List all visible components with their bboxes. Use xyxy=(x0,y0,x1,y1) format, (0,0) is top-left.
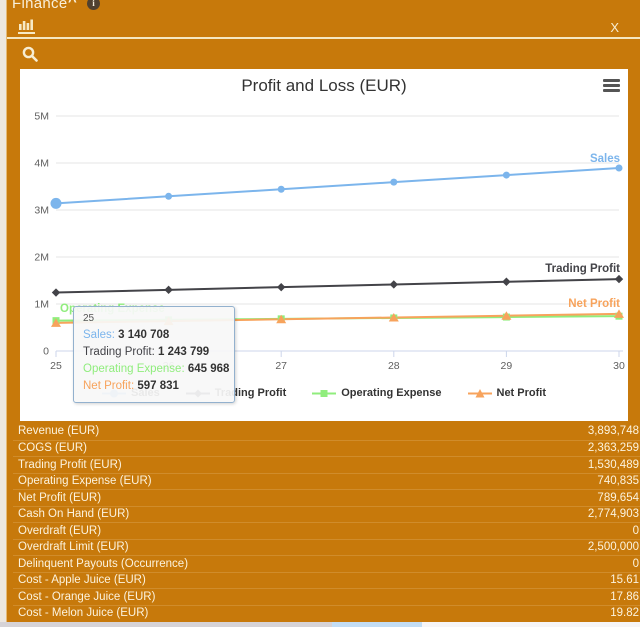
table-row-label: Cost - Apple Juice (EUR) xyxy=(18,574,146,587)
table-row: Revenue (EUR) 3,893,748 xyxy=(13,423,640,440)
tooltip-x-value: 25 xyxy=(83,313,95,324)
y-axis-tick-label: 0 xyxy=(43,346,49,358)
close-button[interactable]: X xyxy=(610,20,619,35)
table-row-value: 2,774,903 xyxy=(587,508,639,521)
table-row-label: Cash On Hand (EUR) xyxy=(18,508,130,521)
table-row-value: 789,654 xyxy=(597,491,639,504)
table-row-value: 2,500,000 xyxy=(587,541,639,554)
table-row-value: 2,363,259 xyxy=(587,442,639,455)
x-axis-tick-label: 25 xyxy=(50,360,62,372)
y-axis-tick-label: 4M xyxy=(34,158,49,170)
legend-marker-icon xyxy=(312,389,337,397)
chart-tab-icon[interactable] xyxy=(19,19,33,30)
tooltip-row: Net Profit597 831 xyxy=(83,378,225,395)
series-label-sales: Sales xyxy=(590,153,620,165)
table-row-value: 3,893,748 xyxy=(587,425,639,438)
table-row-label: Overdraft Limit (EUR) xyxy=(18,541,129,554)
y-axis-tick-label: 5M xyxy=(34,111,49,123)
table-row-label: Cost - Melon Juice (EUR) xyxy=(18,607,149,620)
tooltip-series-value: 645 968 xyxy=(187,363,230,375)
chart-title: Profit and Loss (EUR) xyxy=(241,76,407,95)
table-row: Operating Expense (EUR) 740,835 xyxy=(13,472,640,490)
y-axis-tick-label: 2M xyxy=(34,252,49,264)
table-row-label: Delinquent Payouts (Occurrence) xyxy=(18,557,189,570)
tooltip-series-name: Trading Profit xyxy=(83,346,158,358)
table-row-value: 0 xyxy=(632,524,639,537)
info-icon[interactable]: i xyxy=(87,0,100,10)
table-row-label: COGS (EUR) xyxy=(18,442,87,455)
panel-title: Finance xyxy=(12,0,68,12)
table-row: Overdraft (EUR) 0 xyxy=(13,522,640,539)
x-axis-tick-label: 30 xyxy=(613,360,625,372)
table-row-label: Cost - Orange Juice (EUR) xyxy=(18,590,156,603)
chart-card: Profit and Loss (EUR) 01M2M3M4M5M2526272… xyxy=(20,69,628,421)
table-row-value: 19.82 xyxy=(610,607,639,620)
tooltip-row: Sales3 140 708 xyxy=(83,327,225,344)
collapse-chevron-icon[interactable]: ^ xyxy=(68,0,77,10)
x-axis-tick-label: 28 xyxy=(388,360,400,372)
table-row-value: 740,835 xyxy=(597,475,639,488)
table-row: Cash On Hand (EUR) 2,774,903 xyxy=(13,505,640,523)
y-axis-tick-label: 1M xyxy=(34,299,49,311)
bottom-strip-white-segment xyxy=(422,622,640,627)
bottom-strip-blue-segment xyxy=(332,622,422,627)
series-label-net-profit: Net Profit xyxy=(568,298,620,310)
legend-label: Net Profit xyxy=(496,387,547,399)
table-row: Cost - Melon Juice (EUR) 19.82 xyxy=(13,604,640,622)
table-row-label: Net Profit (EUR) xyxy=(18,491,102,504)
page-bottom-strip xyxy=(0,622,640,627)
table-row: Trading Profit (EUR) 1,530,489 xyxy=(13,456,640,473)
legend-marker-icon xyxy=(467,388,492,397)
table-row-value: 1,530,489 xyxy=(587,458,639,471)
table-row-value: 0 xyxy=(632,557,639,570)
tooltip-series-name: Operating Expense xyxy=(83,363,188,375)
table-row: Cost - Apple Juice (EUR) 15.61 xyxy=(13,571,640,589)
search-icon[interactable] xyxy=(22,46,38,62)
table-row-label: Overdraft (EUR) xyxy=(18,524,102,537)
table-row-label: Operating Expense (EUR) xyxy=(18,475,152,488)
x-axis-tick-label: 27 xyxy=(275,360,287,372)
table-row: Net Profit (EUR) 789,654 xyxy=(13,489,640,506)
tooltip-series-value: 1 243 799 xyxy=(158,346,210,358)
legend-item[interactable]: Net Profit xyxy=(467,387,547,399)
tooltip-series-value: 597 831 xyxy=(137,380,179,392)
table-row-value: 15.61 xyxy=(610,574,639,587)
tooltip-row: Trading Profit1 243 799 xyxy=(83,344,225,361)
table-row-label: Trading Profit (EUR) xyxy=(18,458,122,471)
table-row: Overdraft Limit (EUR) 2,500,000 xyxy=(13,538,640,556)
table-row-label: Revenue (EUR) xyxy=(18,425,100,438)
table-row: Delinquent Payouts (Occurrence) 0 xyxy=(13,555,640,572)
legend-label: Operating Expense xyxy=(341,387,442,399)
table-row: COGS (EUR) 2,363,259 xyxy=(13,439,640,457)
tooltip-row: Operating Expense645 968 xyxy=(83,361,229,378)
table-row: Cost - Orange Juice (EUR) 17.86 xyxy=(13,588,640,605)
tooltip-series-name: Sales xyxy=(83,329,118,341)
tooltip-series-name: Net Profit xyxy=(83,380,137,392)
chart-menu-icon[interactable] xyxy=(603,79,620,94)
table-row-value: 17.86 xyxy=(610,590,639,603)
active-tab-underline xyxy=(18,32,35,34)
y-axis-tick-label: 3M xyxy=(34,205,49,217)
finance-table: Revenue (EUR) 3,893,748 COGS (EUR) 2,363,25… xyxy=(13,423,640,621)
tooltip-series-value: 3 140 708 xyxy=(118,329,170,341)
series-label-trading-profit: Trading Profit xyxy=(545,263,620,275)
legend-item[interactable]: Operating Expense xyxy=(312,387,442,399)
x-axis-tick-label: 29 xyxy=(501,360,513,372)
panel-separator xyxy=(7,37,640,39)
